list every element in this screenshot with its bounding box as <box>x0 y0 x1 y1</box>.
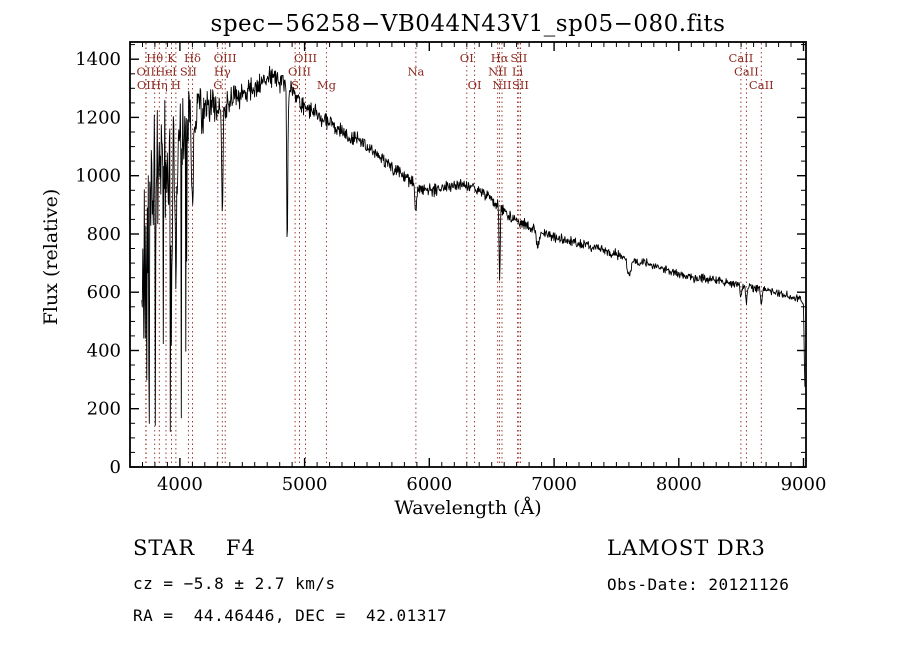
svg-text:6000: 6000 <box>406 474 452 495</box>
svg-text:OIII: OIII <box>214 51 237 65</box>
y-axis-label: Flux (relative) <box>40 188 62 326</box>
plot-title: spec−56258−VB044N43V1_sp05−080.fits <box>210 11 726 37</box>
svg-text:S: S <box>291 78 299 92</box>
svg-text:K: K <box>167 51 176 65</box>
svg-text:800: 800 <box>87 224 121 245</box>
svg-text:NII: NII <box>488 65 507 79</box>
svg-text:Na: Na <box>407 65 424 79</box>
svg-text:4000: 4000 <box>157 474 203 495</box>
radial-velocity: cz = −5.8 ± 2.7 km/s <box>133 574 336 593</box>
svg-text:9000: 9000 <box>781 474 827 495</box>
svg-text:600: 600 <box>87 282 121 303</box>
svg-text:HeI: HeI <box>155 65 176 79</box>
svg-text:SII: SII <box>512 78 529 92</box>
svg-text:0: 0 <box>110 457 121 478</box>
svg-text:1000: 1000 <box>75 166 121 187</box>
svg-text:CaII: CaII <box>734 65 759 79</box>
svg-text:Hδ: Hδ <box>184 51 201 65</box>
svg-text:G: G <box>213 78 222 92</box>
svg-text:400: 400 <box>87 341 121 362</box>
spectrum-trace <box>141 65 806 432</box>
coordinates: RA = 44.46446, DEC = 42.01317 <box>133 606 448 625</box>
svg-text:OI: OI <box>468 78 482 92</box>
svg-text:5000: 5000 <box>282 474 328 495</box>
svg-text:OIII: OIII <box>294 51 317 65</box>
svg-text:SII: SII <box>510 51 527 65</box>
x-axis-label: Wavelength (Å) <box>394 497 542 519</box>
obs-date: Obs-Date: 20121126 <box>607 575 790 594</box>
svg-text:H: H <box>171 78 181 92</box>
svg-text:8000: 8000 <box>656 474 702 495</box>
svg-text:Hγ: Hγ <box>214 65 231 79</box>
svg-text:OI: OI <box>460 51 474 65</box>
svg-text:SII: SII <box>180 65 197 79</box>
svg-text:Hα: Hα <box>491 51 509 65</box>
svg-text:OII: OII <box>137 78 156 92</box>
svg-text:1200: 1200 <box>75 107 121 128</box>
svg-text:NII: NII <box>492 78 511 92</box>
svg-text:CaII: CaII <box>749 78 774 92</box>
svg-text:Li: Li <box>512 65 524 79</box>
svg-text:7000: 7000 <box>531 474 577 495</box>
plot-frame-and-ticks: 4000 5000 6000 7000 8000 9000 0 200 400 600 800 100… <box>75 41 827 495</box>
svg-text:CaII: CaII <box>729 51 754 65</box>
object-classification: STAR F4 <box>133 536 256 560</box>
svg-text:Hη: Hη <box>151 78 168 92</box>
svg-text:Mg: Mg <box>317 78 337 92</box>
svg-text:Hθ: Hθ <box>146 51 163 65</box>
svg-text:1400: 1400 <box>75 49 121 70</box>
svg-text:200: 200 <box>87 399 121 420</box>
svg-text:OIII: OIII <box>288 65 311 79</box>
survey-label: LAMOST DR3 <box>607 536 766 560</box>
